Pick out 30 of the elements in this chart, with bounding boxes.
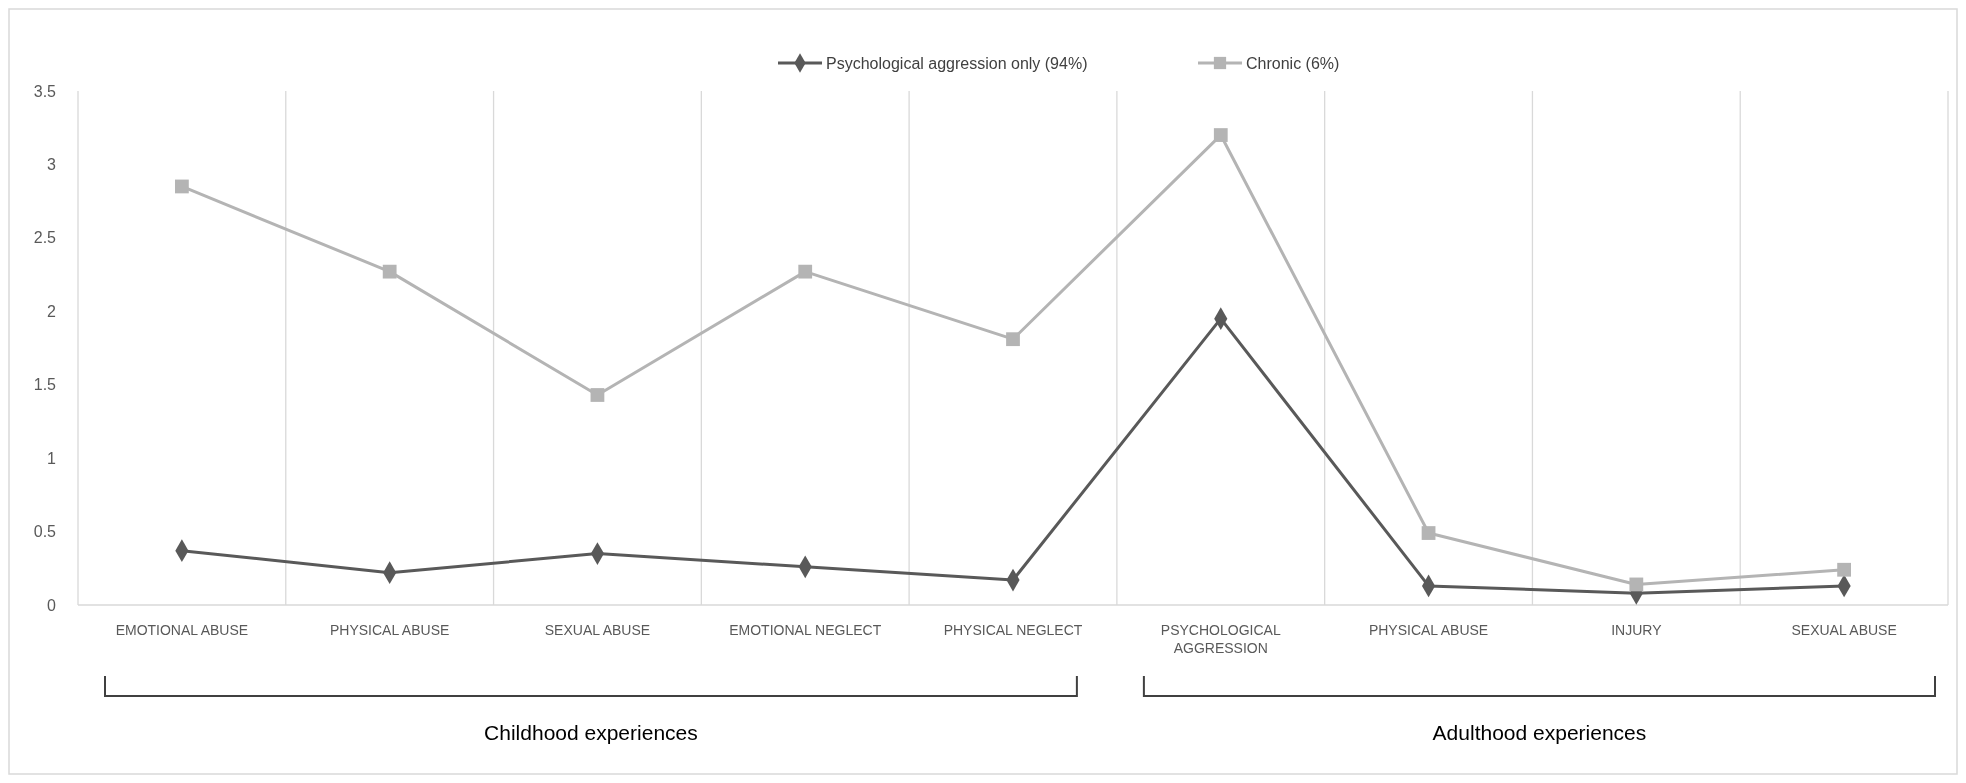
x-tick-label: EMOTIONAL NEGLECT — [729, 622, 882, 638]
x-tick-label: INJURY — [1611, 622, 1663, 638]
y-tick-label: 3.5 — [33, 82, 57, 100]
text: Childhood experiences — [484, 721, 698, 744]
x-tick-label: PHYSICAL NEGLECT — [943, 622, 1083, 638]
y-tick-label: 3 — [47, 156, 57, 174]
point — [1213, 128, 1228, 142]
x-tick-label: PSYCHOLOGICAL AGGRESSION — [1160, 622, 1281, 656]
x-tick-label: EMOTIONAL ABUSE — [115, 622, 249, 638]
point — [1837, 562, 1851, 577]
x-tick-label: SEXUAL ABUSE — [544, 622, 651, 638]
text: Adulthood experiences — [1432, 721, 1647, 744]
point — [1421, 526, 1436, 540]
legend-label: Psychological aggression only (94%) — [826, 54, 1088, 72]
point — [1629, 577, 1644, 592]
point — [382, 264, 397, 279]
point — [175, 179, 189, 194]
y-tick-label: 0 — [47, 596, 57, 614]
x-tick-label: PHYSICAL ABUSE — [1368, 622, 1489, 638]
point — [798, 264, 813, 279]
y-tick-label: 0.5 — [33, 523, 57, 541]
y-tick-label: 2.5 — [33, 229, 57, 247]
legend-label: Chronic (6%) — [1246, 54, 1340, 72]
point — [590, 388, 605, 402]
point — [1006, 332, 1020, 347]
x-tick-label: PHYSICAL ABUSE — [330, 622, 450, 638]
y-tick-label: 2 — [47, 302, 57, 320]
y-tick-label: 1 — [47, 449, 57, 467]
x-tick-label: SEXUAL ABUSE — [1791, 622, 1897, 638]
y-tick-label: 1.5 — [33, 376, 57, 394]
